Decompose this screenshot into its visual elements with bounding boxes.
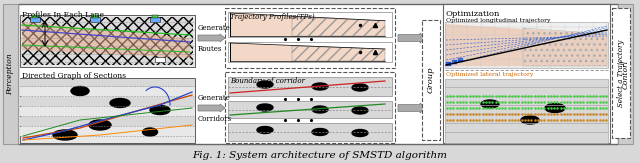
Bar [228,123,392,141]
Bar [228,101,392,118]
Bar [225,72,395,143]
Polygon shape [230,43,385,61]
Bar [20,117,195,126]
Ellipse shape [257,104,273,111]
Ellipse shape [257,81,273,88]
Ellipse shape [521,116,539,124]
Ellipse shape [143,128,157,136]
Bar [3,4,18,144]
Text: Fig. 1: System architecture of SMSTD algorithm: Fig. 1: System architecture of SMSTD alg… [193,151,447,161]
Bar [422,20,440,140]
Ellipse shape [352,84,368,91]
Bar [445,22,608,68]
Bar [443,4,610,143]
Ellipse shape [312,106,328,113]
FancyArrow shape [198,34,225,42]
Text: Contorl: Contorl [621,59,630,89]
Bar [20,127,195,136]
Text: Optimized lateral trajectory: Optimized lateral trajectory [446,72,533,77]
Ellipse shape [312,83,328,90]
Text: Profiles In Each Lane: Profiles In Each Lane [22,11,104,19]
Ellipse shape [257,126,273,133]
Bar [20,97,195,106]
Text: Optimized longitudinal trajectory: Optimized longitudinal trajectory [446,18,550,23]
FancyArrow shape [398,33,426,43]
Polygon shape [446,24,607,66]
Ellipse shape [89,120,111,130]
Bar [225,8,395,68]
Bar [150,17,160,22]
Bar [612,8,630,138]
Bar [228,42,392,62]
FancyArrow shape [198,104,225,112]
Bar [18,4,618,144]
Ellipse shape [110,98,130,108]
Bar [20,15,195,67]
Polygon shape [22,22,190,58]
Ellipse shape [71,87,89,96]
Text: Corridors: Corridors [198,115,232,123]
Text: Perception: Perception [6,53,15,95]
Text: Routes: Routes [198,45,222,53]
Bar [618,4,633,144]
Bar [228,12,392,37]
Bar [90,17,100,22]
Text: Trajectory Profiles(TPs): Trajectory Profiles(TPs) [230,13,315,21]
Text: Generate: Generate [198,24,231,32]
Bar [32,15,38,18]
Bar [22,17,193,65]
Bar [228,77,392,96]
Bar [20,87,195,96]
Ellipse shape [312,128,328,135]
Text: Select a Trajectory: Select a Trajectory [617,39,625,107]
Bar [20,78,195,143]
Bar [20,107,195,116]
Bar [20,79,195,88]
Bar [452,60,457,64]
Bar [446,62,451,66]
Bar [30,17,40,22]
Ellipse shape [352,107,368,114]
Polygon shape [230,13,385,36]
Ellipse shape [352,129,368,136]
Bar [92,15,98,18]
Bar [445,79,608,143]
FancyArrow shape [398,103,426,113]
Ellipse shape [150,105,170,114]
Bar [155,57,165,62]
Bar [152,15,158,18]
Text: Boundary of corridor: Boundary of corridor [230,77,305,85]
Text: Group: Group [427,67,435,93]
Text: Directed Graph of Sections: Directed Graph of Sections [22,72,126,80]
Text: Optimization: Optimization [446,10,500,18]
Ellipse shape [53,130,77,140]
Text: Generate: Generate [198,94,231,102]
Ellipse shape [481,100,499,108]
Ellipse shape [545,104,565,112]
Bar [458,58,463,62]
